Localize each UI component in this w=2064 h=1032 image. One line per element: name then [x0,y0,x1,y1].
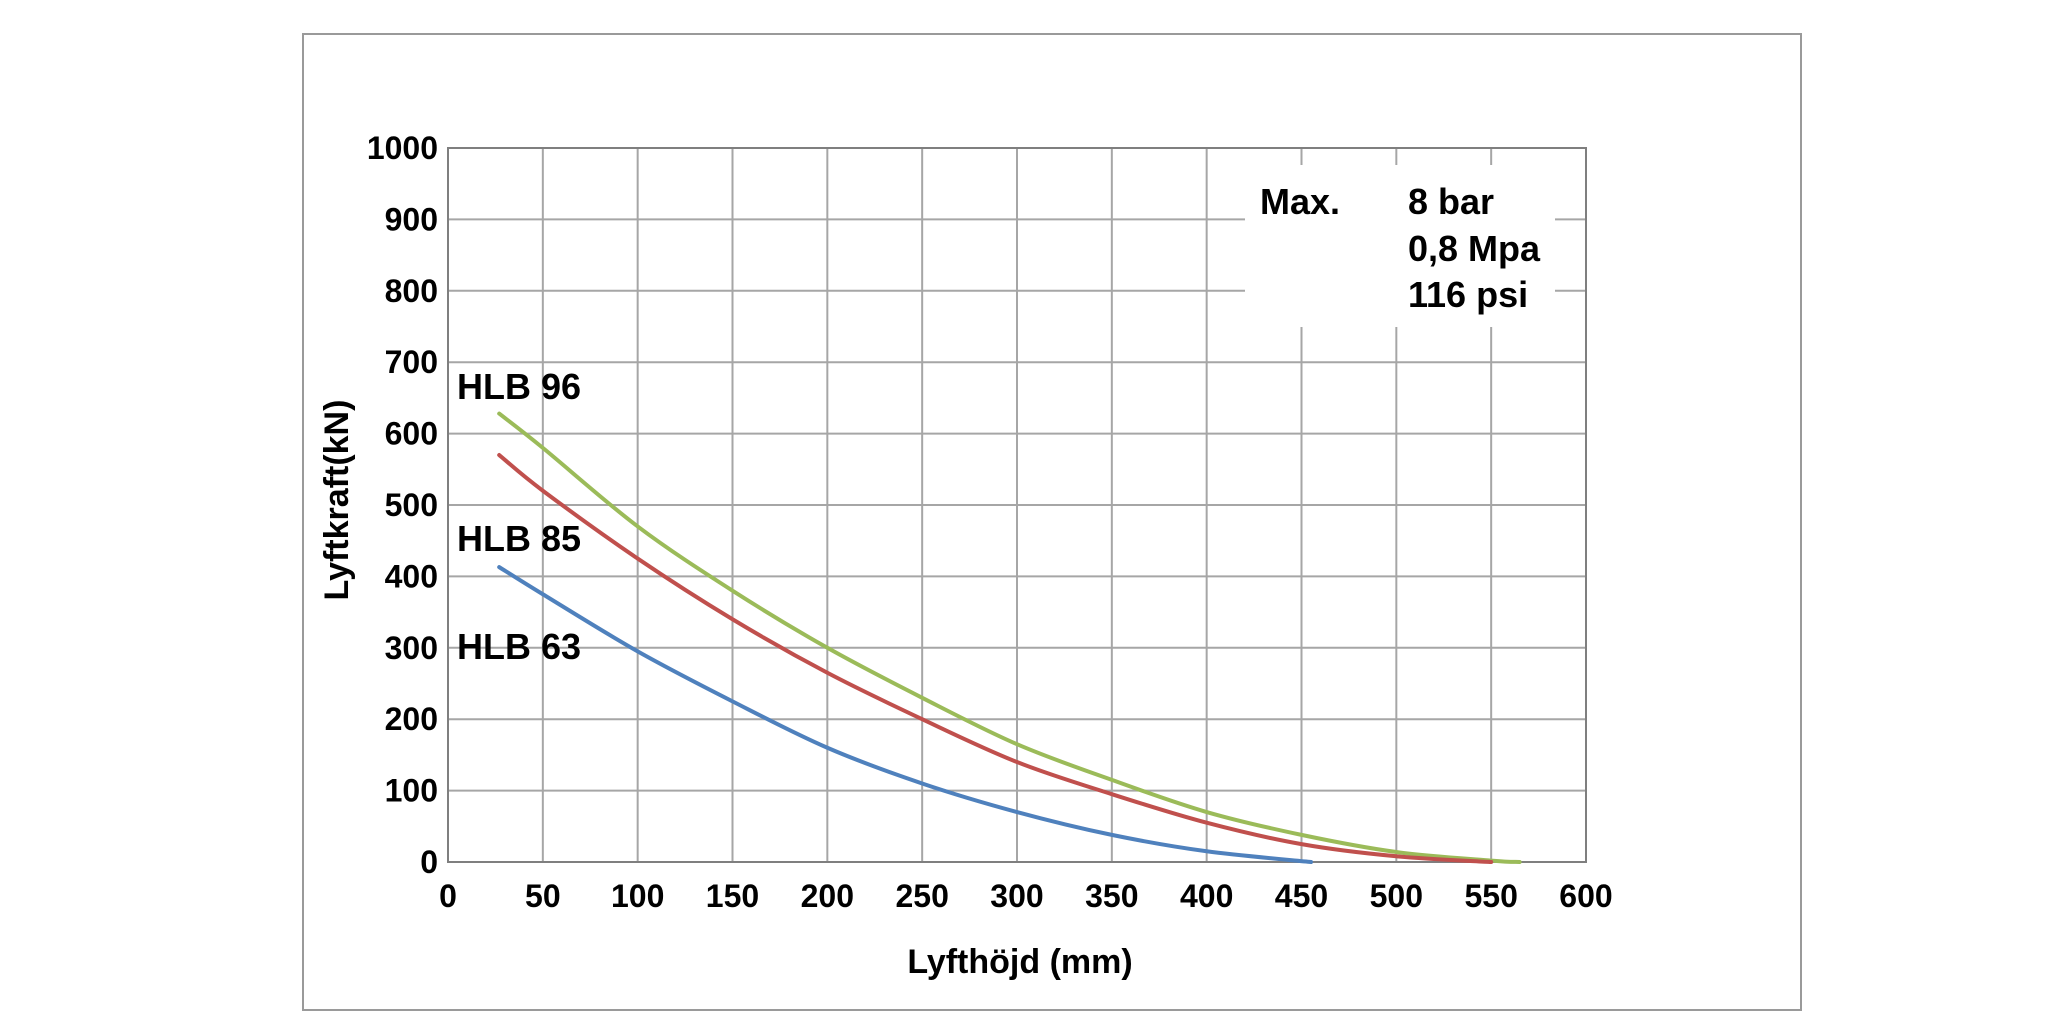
y-tick-label-700: 700 [385,344,438,380]
x-tick-label-200: 200 [801,878,854,914]
series-label-hlb96: HLB 96 [457,366,581,407]
x-tick-label-600: 600 [1559,878,1612,914]
series-group [497,411,1522,864]
x-tick-label-500: 500 [1370,878,1423,914]
annotation-line-2: 0,8 Mpa [1408,228,1541,269]
y-tick-label-1000: 1000 [367,130,438,166]
y-tick-label-800: 800 [385,273,438,309]
x-tick-label-350: 350 [1085,878,1138,914]
annotation-line-3: 116 psi [1408,274,1528,315]
y-tick-label-400: 400 [385,558,438,594]
annotation-line-1: 8 bar [1408,181,1494,222]
y-tick-label-100: 100 [385,773,438,809]
x-tick-label-550: 550 [1464,878,1517,914]
x-tick-label-0: 0 [439,878,457,914]
series-line-hlb85 [497,453,1494,864]
y-tick-label-0: 0 [420,844,438,880]
plot-area-border [447,147,1587,863]
y-tick-label-200: 200 [385,701,438,737]
series-label-hlb63: HLB 63 [457,626,581,667]
annotation-label: Max. [1260,181,1340,222]
x-tick-label-100: 100 [611,878,664,914]
y-tick-label-900: 900 [385,201,438,237]
y-axis-ticks: 0 100 200 300 400 500 600 700 800 900 1000 [367,130,438,880]
x-tick-label-150: 150 [706,878,759,914]
x-tick-label-450: 450 [1275,878,1328,914]
y-tick-label-300: 300 [385,630,438,666]
x-tick-label-250: 250 [895,878,948,914]
x-tick-label-50: 50 [525,878,561,914]
series-line-hlb96 [497,411,1522,864]
series-line-hlb63 [497,565,1313,864]
y-tick-label-500: 500 [385,487,438,523]
y-axis-title: Lyftkraft(kN) [318,400,356,601]
annotation-box [1245,165,1555,327]
plot-border [447,147,1587,863]
x-axis-ticks: 0 50 100 150 200 250 300 350 400 450 500 550 600 [439,878,1613,914]
x-tick-label-400: 400 [1180,878,1233,914]
series-label-hlb85: HLB 85 [457,518,581,559]
y-tick-label-600: 600 [385,416,438,452]
x-axis-title: Lyfthöjd (mm) [907,943,1132,981]
x-tick-label-300: 300 [990,878,1043,914]
